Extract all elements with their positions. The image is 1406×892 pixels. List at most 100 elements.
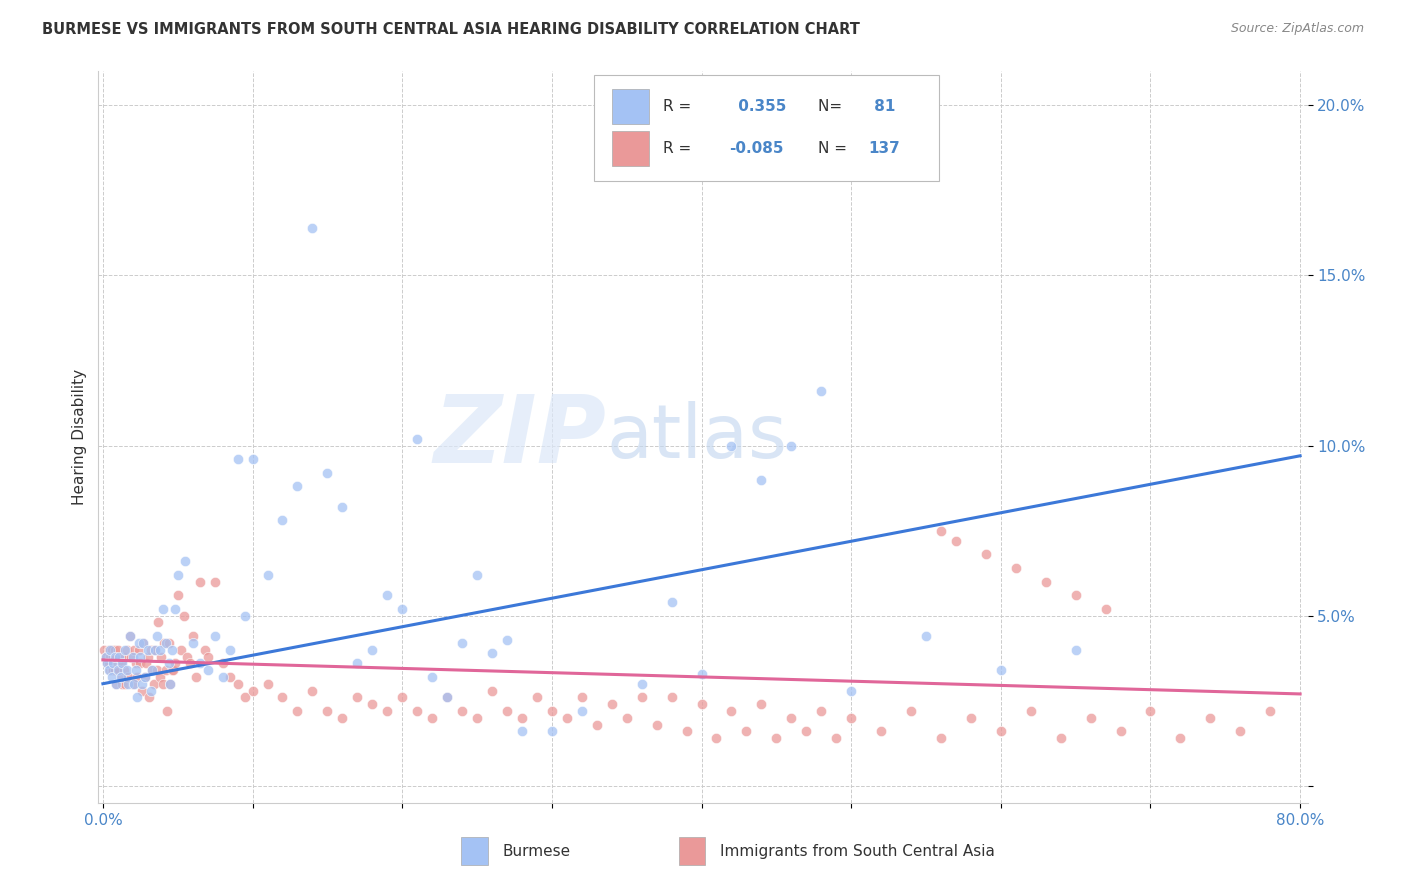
Text: ZIP: ZIP [433,391,606,483]
Point [1064,588,1087,602]
Point [571,690,593,705]
Point [436,690,458,705]
Point [465,567,488,582]
Point [706,731,728,746]
Point [420,670,443,684]
Point [156,704,179,718]
Point [194,642,217,657]
Point [93,642,115,657]
Point [271,690,294,705]
Point [105,649,128,664]
Point [114,642,136,657]
Point [132,636,155,650]
Point [765,731,787,746]
Point [94,649,117,664]
Point [219,670,242,684]
Point [1258,704,1281,718]
Point [1019,704,1042,718]
Point [115,642,138,657]
Point [361,697,384,711]
Point [103,663,125,677]
Point [121,649,143,664]
Point [163,657,186,671]
Point [159,677,181,691]
Point [97,657,120,671]
Point [125,663,148,677]
Point [330,711,353,725]
Point [1049,731,1071,746]
Text: N =: N = [818,142,852,156]
Point [135,657,157,671]
Point [124,677,146,691]
Point [630,677,652,691]
Point [571,704,593,718]
Point [1229,724,1251,739]
Point [780,439,803,453]
Point [391,602,413,616]
Point [915,629,938,643]
Point [794,724,817,739]
Point [496,632,519,647]
Bar [461,838,488,865]
Point [108,649,131,664]
Point [361,642,384,657]
Point [94,649,117,664]
Point [720,704,742,718]
Point [1004,561,1026,575]
Point [112,663,135,677]
Point [690,666,713,681]
Y-axis label: Hearing Disability: Hearing Disability [72,369,87,505]
Point [149,642,172,657]
Point [316,704,339,718]
Point [125,657,148,671]
Point [152,602,174,616]
Point [645,717,668,731]
Point [810,384,832,399]
Point [825,731,848,746]
Point [149,670,172,684]
Point [616,711,638,725]
Point [346,690,368,705]
Point [129,649,152,664]
Point [117,677,139,691]
Point [1080,711,1102,725]
Point [160,642,183,657]
Point [1094,602,1116,616]
Point [256,677,278,691]
Point [127,670,149,684]
Point [735,724,758,739]
Point [132,636,155,650]
Point [150,649,173,664]
Point [121,677,143,691]
Bar [613,89,648,124]
Point [630,690,652,705]
Point [451,636,474,650]
Point [157,657,180,671]
Point [945,533,967,548]
Point [142,677,165,691]
Point [451,704,474,718]
Point [179,657,201,671]
Point [242,683,264,698]
Text: BURMESE VS IMMIGRANTS FROM SOUTH CENTRAL ASIA HEARING DISABILITY CORRELATION CHA: BURMESE VS IMMIGRANTS FROM SOUTH CENTRAL… [42,22,860,37]
Point [585,717,607,731]
Text: Immigrants from South Central Asia: Immigrants from South Central Asia [720,844,995,859]
Text: R =: R = [664,142,696,156]
Text: 0.355: 0.355 [734,99,786,114]
Point [1109,724,1132,739]
Point [226,452,249,467]
Point [110,670,132,684]
Text: N=: N= [818,99,846,114]
Point [114,649,136,664]
Point [540,724,562,739]
Point [540,704,562,718]
Point [316,466,339,480]
Point [188,657,211,671]
Point [870,724,893,739]
Text: Source: ZipAtlas.com: Source: ZipAtlas.com [1230,22,1364,36]
Point [219,642,242,657]
Point [226,677,249,691]
Point [181,629,204,643]
Point [166,567,188,582]
Point [211,657,233,671]
